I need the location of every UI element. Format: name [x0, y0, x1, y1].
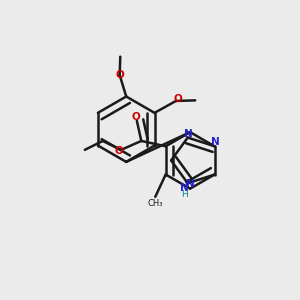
Text: O: O	[115, 146, 124, 156]
Text: O: O	[115, 70, 124, 80]
Text: N: N	[180, 183, 189, 193]
Text: N: N	[184, 129, 193, 139]
Text: CH₃: CH₃	[148, 199, 163, 208]
Text: O: O	[131, 112, 140, 122]
Text: H: H	[181, 190, 188, 200]
Text: N: N	[186, 178, 195, 188]
Text: O: O	[173, 94, 182, 104]
Text: N: N	[212, 137, 220, 147]
